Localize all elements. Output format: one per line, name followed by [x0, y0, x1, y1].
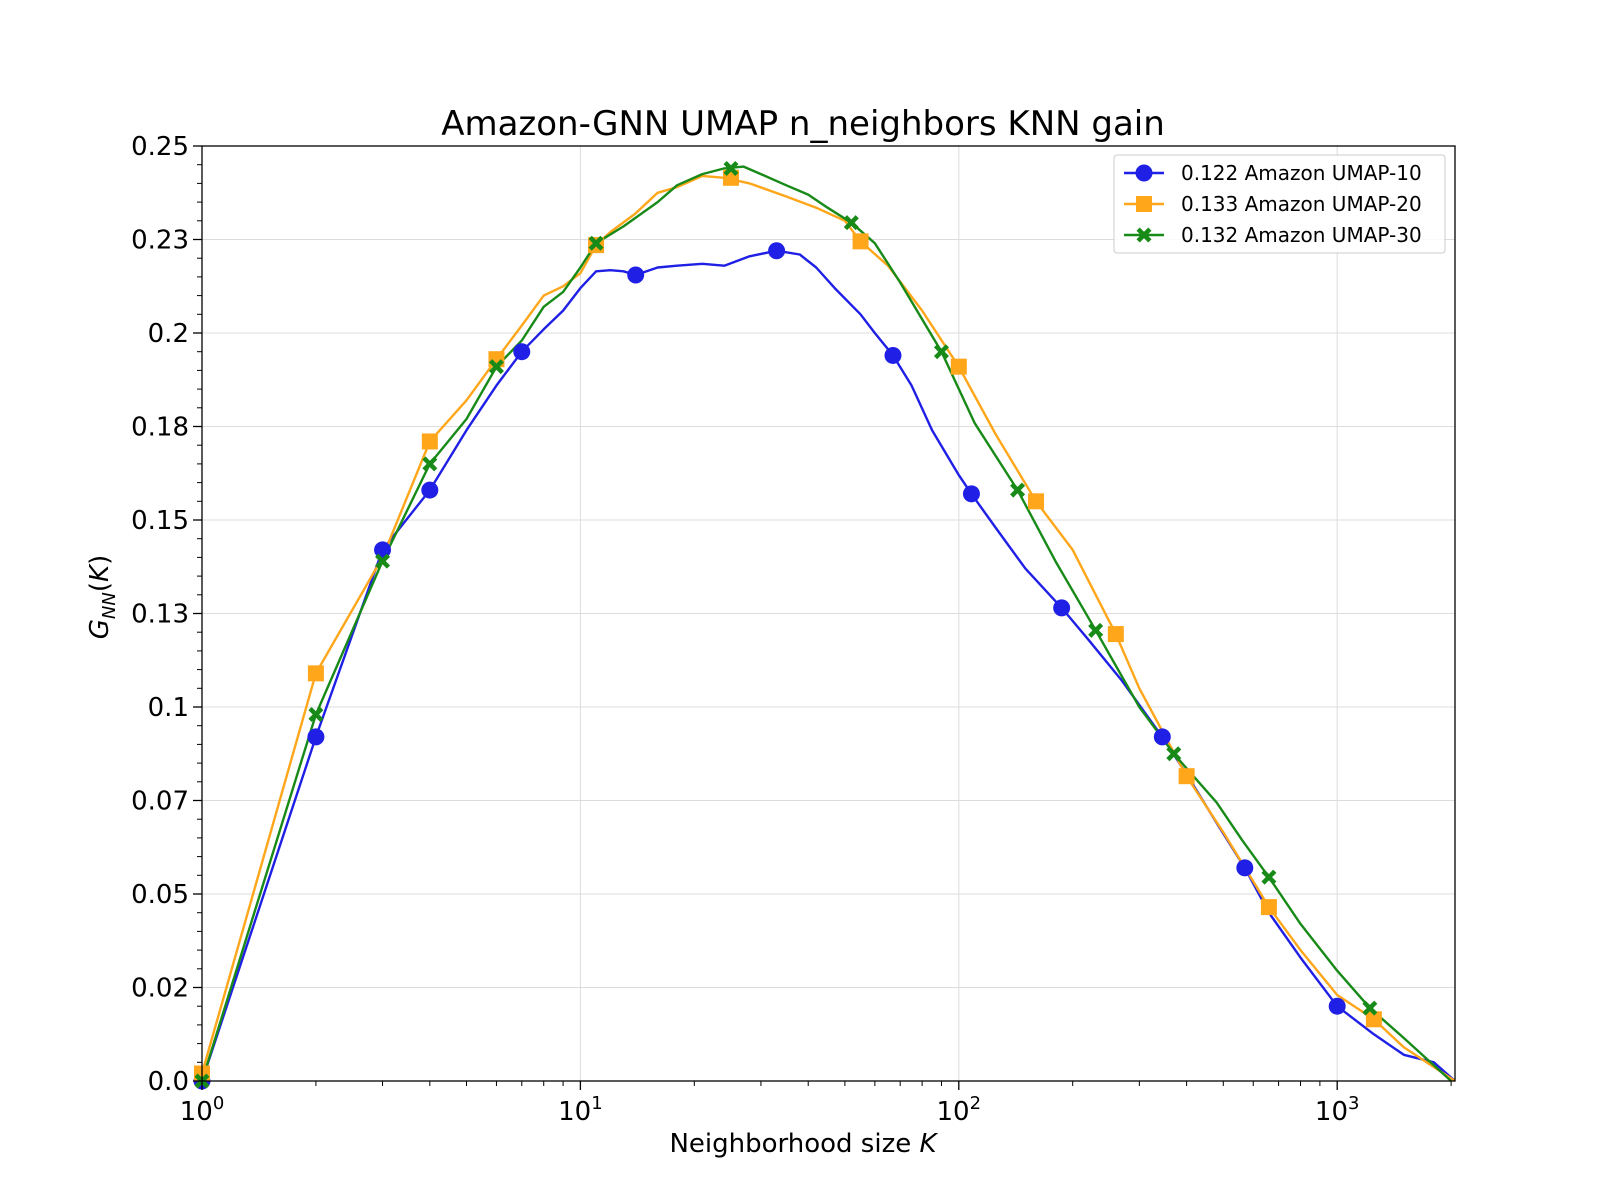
y-tick-label: 0.25 — [131, 132, 189, 162]
x-axis-label-text: Neighborhood size — [669, 1129, 919, 1159]
y-axis-label: GNN(K) — [85, 555, 120, 639]
series-line-2 — [200, 174, 1456, 1083]
x-axis-label-variable: K — [919, 1129, 938, 1159]
y-tick-label: 0.23 — [131, 226, 189, 256]
y-tick-label: 0.02 — [131, 974, 189, 1004]
series-1-point — [884, 346, 902, 364]
series-2-point — [1178, 768, 1195, 785]
legend-label-2: 0.133 Amazon UMAP-20 — [1181, 192, 1422, 216]
series-3-point — [1088, 622, 1104, 638]
series-layer — [200, 165, 1456, 1083]
series-2-point — [1260, 899, 1277, 916]
series-3-point — [723, 160, 739, 176]
marker-layer — [193, 160, 1382, 1090]
series-3-point — [588, 235, 604, 251]
series-1-point — [768, 242, 786, 260]
series-1-point — [962, 485, 980, 503]
series-3-point — [1261, 869, 1277, 885]
x-axis-ticks: 100 101 102 103 — [180, 1081, 1452, 1127]
series-2-point — [852, 233, 869, 250]
series-1-point — [307, 728, 325, 746]
series-3-point — [933, 344, 949, 360]
y-tick-label: 0.05 — [131, 880, 189, 910]
y-axis-label-g: G — [85, 619, 115, 639]
series-3-point — [1166, 746, 1182, 762]
series-1-point — [1153, 728, 1171, 746]
series-2-point — [1365, 1011, 1382, 1028]
series-3-point — [843, 215, 859, 231]
legend-label-1: 0.122 Amazon UMAP-10 — [1181, 161, 1422, 185]
y-tick-label: 0.1 — [148, 693, 189, 723]
series-3-point — [1010, 482, 1026, 498]
legend-marker-2 — [1136, 196, 1152, 212]
series-2-point — [1028, 493, 1045, 510]
series-1-point — [627, 266, 645, 284]
y-axis-label-open-paren: ( — [85, 582, 115, 592]
y-tick-label: 0.0 — [148, 1067, 189, 1097]
series-2-point — [421, 433, 438, 450]
x-axis-label: Neighborhood size K — [669, 1129, 938, 1159]
series-1-point — [1053, 599, 1071, 617]
legend-marker-3 — [1136, 227, 1152, 243]
legend-marker-1 — [1135, 164, 1153, 182]
series-3-point — [1362, 1000, 1378, 1016]
x-tick-label: 102 — [937, 1093, 982, 1127]
series-3-point — [308, 706, 324, 722]
series-3-point — [488, 359, 504, 375]
x-tick-label: 103 — [1315, 1093, 1360, 1127]
legend-label-3: 0.132 Amazon UMAP-30 — [1181, 223, 1422, 247]
y-tick-label: 0.18 — [131, 413, 189, 443]
y-tick-label: 0.13 — [131, 600, 189, 630]
series-1-point — [1236, 859, 1254, 877]
series-1-point — [1328, 997, 1346, 1015]
series-2-point — [307, 665, 324, 682]
series-1-point — [513, 343, 531, 361]
y-tick-label: 0.07 — [131, 787, 189, 817]
x-tick-label: 101 — [558, 1093, 603, 1127]
y-axis-label-close-paren: ) — [85, 555, 115, 565]
series-2-point — [950, 358, 967, 375]
y-axis-label-subscript: NN — [99, 592, 120, 619]
y-tick-label: 0.2 — [148, 319, 189, 349]
y-axis-label-k: K — [85, 563, 115, 582]
legend: 0.122 Amazon UMAP-10 0.133 Amazon UMAP-20… — [1113, 154, 1446, 254]
x-tick-label: 100 — [180, 1093, 225, 1127]
series-line-3 — [200, 165, 1452, 1082]
legend-box — [1113, 154, 1446, 254]
y-axis-ticks: 0.0 0.02 0.05 0.07 0.1 0.13 0.15 0.18 0.2 0.23 0.2… — [131, 132, 202, 1097]
y-tick-label: 0.15 — [131, 506, 189, 536]
series-1-point — [421, 481, 439, 499]
series-2-point — [1107, 626, 1124, 643]
series-3-point — [375, 553, 391, 569]
series-3-point — [422, 456, 438, 472]
chart-title: Amazon-GNN UMAP n_neighbors KNN gain — [441, 104, 1165, 144]
